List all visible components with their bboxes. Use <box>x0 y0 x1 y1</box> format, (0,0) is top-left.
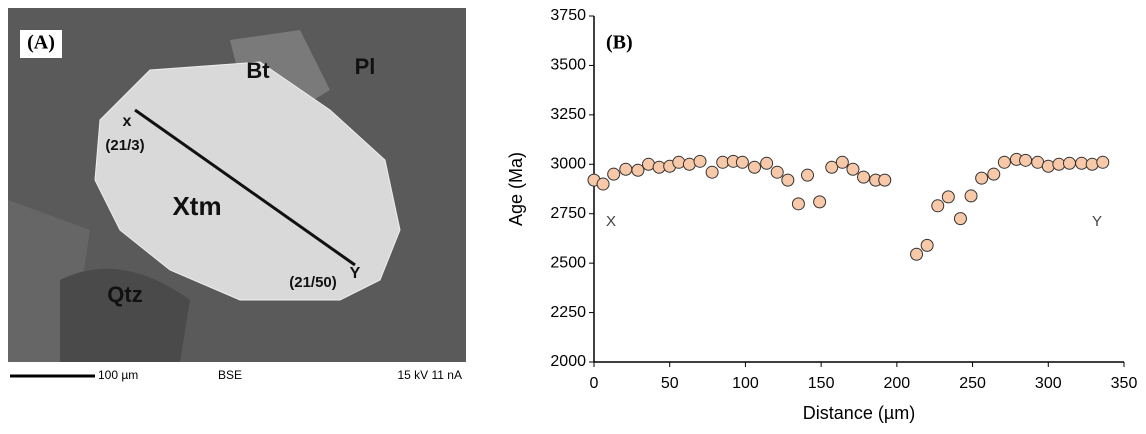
x-tick-label: 50 <box>661 375 679 392</box>
panel-label: (A) <box>27 32 55 54</box>
point <box>1041 159 1055 173</box>
point <box>770 165 784 179</box>
point <box>619 162 633 176</box>
point <box>748 160 762 174</box>
point <box>825 160 839 174</box>
point <box>1019 153 1033 167</box>
mineral-label: Qtz <box>107 282 142 307</box>
point <box>781 173 795 187</box>
point <box>910 247 924 261</box>
point <box>791 197 805 211</box>
x-tick-label: 200 <box>884 375 911 392</box>
x-tick-label: 0 <box>590 375 599 392</box>
point <box>631 163 645 177</box>
point <box>975 171 989 185</box>
panel-label: (B) <box>606 32 633 54</box>
annotation: Y <box>1092 213 1102 230</box>
x-tick-label: 350 <box>1111 375 1138 392</box>
mineral-label: Xtm <box>172 191 221 221</box>
point <box>835 155 849 169</box>
mineral-label: Pl <box>355 54 376 79</box>
point <box>693 154 707 168</box>
y-tick-label: 2250 <box>550 304 586 321</box>
grain <box>60 268 190 362</box>
point <box>682 157 696 171</box>
point <box>607 167 621 181</box>
x-tick-label: 150 <box>808 375 835 392</box>
y-tick-label: 2500 <box>550 254 586 271</box>
point <box>735 155 749 169</box>
point <box>596 177 610 191</box>
profile-line <box>134 108 356 267</box>
point <box>813 195 827 209</box>
y-tick-label: 2750 <box>550 205 586 222</box>
y-tick-label: 3750 <box>550 7 586 24</box>
x-tick-label: 100 <box>732 375 759 392</box>
profile-label: x <box>123 113 132 130</box>
point <box>1096 155 1110 169</box>
x-tick-label: 250 <box>959 375 986 392</box>
point <box>941 190 955 204</box>
point <box>857 170 871 184</box>
profile-label: Y <box>350 265 361 282</box>
bse-image: (A) Bt Pl Xtm Qtz x (21/3) Y (21/50) 100… <box>8 8 466 382</box>
annotation: X <box>606 213 616 230</box>
point <box>672 155 686 169</box>
point <box>953 212 967 226</box>
point <box>801 168 815 182</box>
point <box>931 199 945 213</box>
point <box>987 167 1001 181</box>
mode-label: BSE <box>218 368 242 382</box>
point <box>878 173 892 187</box>
y-tick-label: 2000 <box>550 353 586 370</box>
point <box>705 165 719 179</box>
mineral-label: Bt <box>246 58 270 83</box>
point <box>964 189 978 203</box>
point <box>760 156 774 170</box>
point <box>846 162 860 176</box>
y-axis-title: Age (Ma) <box>506 152 526 226</box>
scale-label: 100 µm <box>98 368 138 382</box>
point <box>642 157 656 171</box>
y-tick-label: 3000 <box>550 156 586 173</box>
label-box <box>20 30 62 58</box>
point <box>997 155 1011 169</box>
profile-note: (21/3) <box>105 137 144 154</box>
x-axis-title: Distance (µm) <box>803 403 915 423</box>
point <box>1062 156 1076 170</box>
x-tick-label: 300 <box>1035 375 1062 392</box>
y-tick-label: 3500 <box>550 57 586 74</box>
profile-note: (21/50) <box>289 274 337 291</box>
xenotime-grain <box>94 61 401 301</box>
point <box>920 238 934 252</box>
y-tick-label: 3250 <box>550 106 586 123</box>
point <box>1085 157 1099 171</box>
conditions-label: 15 kV 11 nA <box>398 368 463 382</box>
